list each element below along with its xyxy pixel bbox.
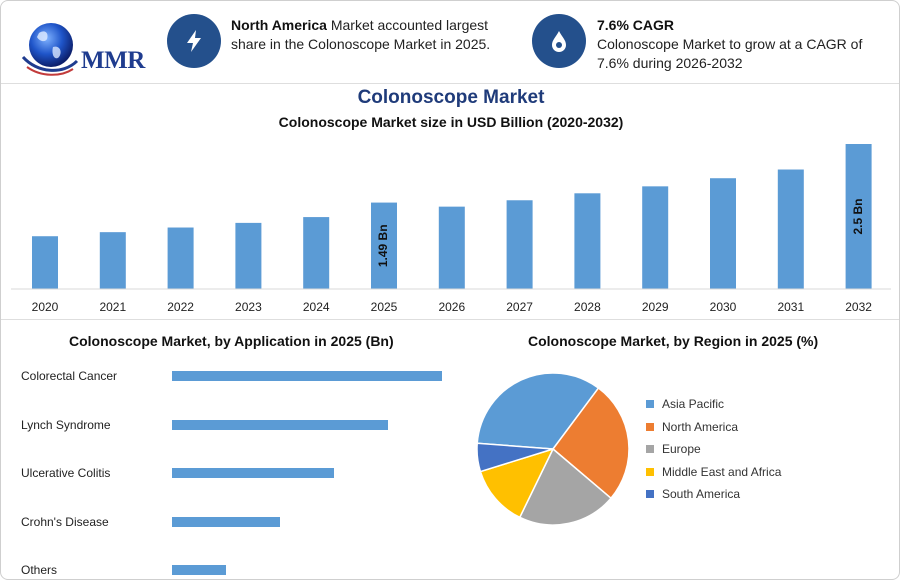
application-bar [172,371,442,381]
application-bar-chart: Colorectal Cancer Lynch Syndrome Ulcerativ… [1,356,451,579]
kpi-north-america-text: Market accounted largest share in the Co… [231,17,491,52]
application-label: Others [21,563,58,577]
application-bar [172,565,226,575]
bar-2029 [642,186,669,289]
x-tick-label: 2030 [710,300,737,314]
x-tick-label: 2022 [167,300,194,314]
legend-swatch [646,490,654,498]
drop-icon [532,14,586,68]
kpi-cagr-bold: 7.6% CAGR [597,17,675,33]
kpi-north-america-bold: North America [231,17,327,33]
x-tick-label: 2027 [506,300,533,314]
pie-slice [476,442,554,473]
bar-2032 [845,144,872,289]
x-tick-label: 2021 [99,300,126,314]
pie-slice [551,387,630,500]
bar-2025 [371,202,397,289]
legend-label: Middle East and Africa [662,464,782,479]
bar-2027 [506,200,533,289]
data-label: 1.49 Bn [376,224,390,267]
application-label: Lynch Syndrome [21,417,111,432]
section-divider [1,319,899,320]
legend-label: North America [662,419,739,434]
bar-2022 [167,227,194,289]
bar-2028 [574,193,601,289]
kpi-cagr-text: Colonoscope Market to grow at a CAGR of … [597,36,863,71]
legend-swatch [646,422,654,431]
legend-swatch [646,400,654,408]
globe-icon [21,23,79,76]
legend-label: Asia Pacific [662,397,725,411]
x-tick-label: 2032 [845,300,872,314]
x-tick-label: 2031 [777,300,804,314]
x-tick-label: 2020 [32,300,59,314]
kpi-cagr: 7.6% CAGR Colonoscope Market to grow at … [597,16,877,73]
x-tick-label: 2024 [303,300,330,314]
application-bar [172,468,334,478]
bar-2023 [235,222,262,289]
bar-2020 [32,236,58,289]
mmr-logo: MMR [19,17,149,81]
x-tick-label: 2025 [371,300,398,314]
bar-2021 [99,232,126,289]
bar-2024 [303,217,330,289]
bar-2030 [710,178,736,289]
region-pie-chart [476,372,630,526]
pie-slice [518,447,613,526]
data-label: 2.5 Bn [851,198,865,234]
application-bar [172,419,388,430]
application-label: Colorectal Cancer [21,369,118,383]
legend-item: Asia Pacific [646,397,724,411]
legend-item: North America [646,420,738,434]
legend-label: Europe [662,442,701,456]
x-tick-label: 2029 [642,300,669,314]
x-tick-label: 2023 [235,300,262,314]
legend-item: South America [646,487,740,501]
chart-title: Colonoscope Market [357,87,545,108]
region-chart-title: Colonoscope Market, by Region in 2025 (%… [528,333,819,349]
market-size-bar-chart: 2020 2021 2022 2023 2024 2025 2026 2027 2028 2029… [11,144,891,314]
application-bar [172,516,280,527]
bar-2026 [438,206,465,289]
legend-item: Europe [646,442,701,456]
application-label: Crohn's Disease [21,514,109,529]
kpi-north-america: North America Market accounted largest s… [231,16,506,54]
application-chart-title: Colonoscope Market, by Application in 20… [69,333,394,349]
legend-swatch [646,467,654,476]
x-tick-label: 2026 [438,300,465,314]
application-label: Ulcerative Colitis [21,466,111,480]
legend-item: Middle East and Africa [646,465,781,479]
chart-subtitle: Colonoscope Market size in USD Billion (… [278,114,624,130]
logo-text: MMR [81,47,145,74]
legend-label: South America [662,487,741,501]
x-tick-label: 2028 [574,300,601,314]
header-divider [1,83,899,84]
pie-slice [476,372,600,450]
lightning-icon [167,14,221,68]
legend-swatch [646,445,654,453]
bar-2031 [777,169,804,289]
